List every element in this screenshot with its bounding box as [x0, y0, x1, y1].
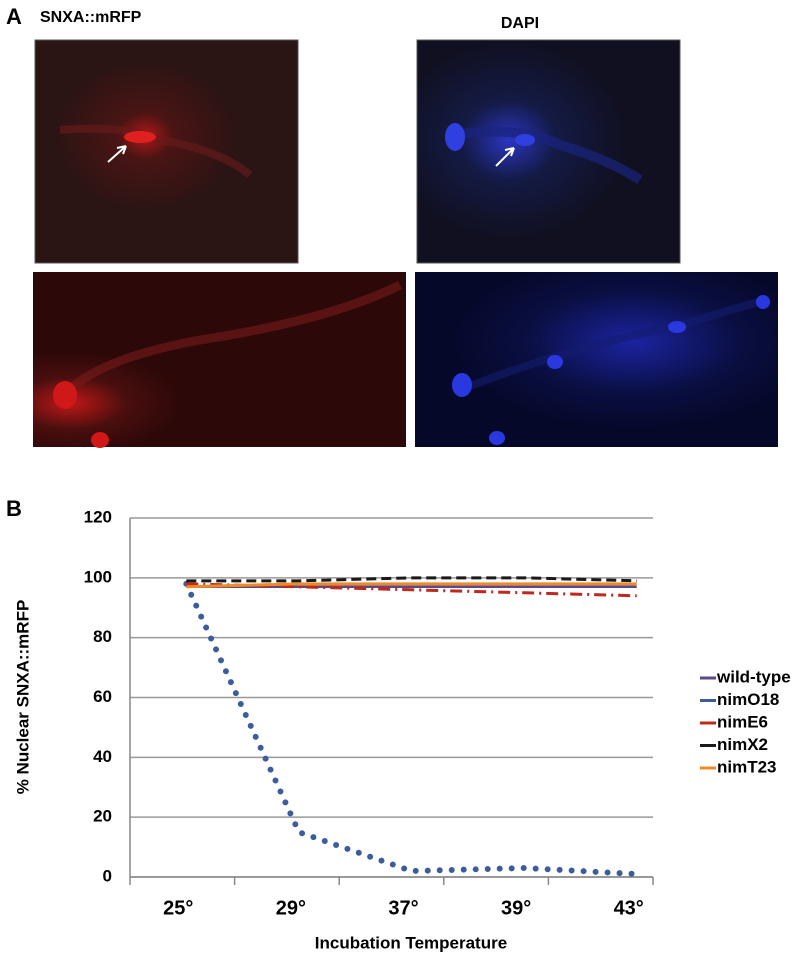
series-line — [186, 576, 637, 583]
legend-label: nimO18 — [717, 690, 779, 709]
hypha — [449, 126, 643, 185]
micrograph — [34, 39, 299, 264]
arrow — [107, 145, 127, 163]
x-tick-label: 25° — [163, 897, 193, 919]
x-tick-label: 43° — [614, 897, 644, 919]
x-axis-label: Incubation Temperature — [315, 933, 507, 952]
y-tick-label: 20 — [93, 807, 112, 826]
micrograph — [33, 272, 406, 447]
x-tick-label: 39° — [501, 897, 531, 919]
micrograph — [415, 272, 778, 447]
y-tick-label: 80 — [93, 627, 112, 646]
y-tick-label: 120 — [84, 507, 112, 526]
series-line — [186, 582, 637, 589]
nucleus — [445, 123, 465, 151]
nucleus — [91, 432, 109, 448]
legend-label: nimT23 — [717, 757, 777, 776]
hypha — [56, 280, 403, 403]
image-title: DAPI — [501, 15, 539, 32]
y-tick-label: 40 — [93, 747, 112, 766]
nucleus — [452, 373, 472, 397]
nucleus — [489, 431, 505, 445]
y-axis-label: % Nuclear SNXA::mRFP — [13, 600, 32, 795]
arrow — [495, 147, 515, 167]
legend-label: nimE6 — [717, 712, 768, 731]
panel-label: B — [6, 496, 22, 521]
series-line — [183, 580, 640, 878]
hypha — [458, 296, 767, 394]
legend-label: nimX2 — [717, 735, 768, 754]
x-tick-label: 29° — [276, 897, 306, 919]
hypha — [59, 124, 253, 179]
nucleus — [668, 321, 686, 333]
y-tick-label: 60 — [93, 687, 112, 706]
legend-label: wild-type — [716, 667, 791, 686]
nucleus — [53, 381, 77, 409]
y-tick-label: 0 — [103, 866, 112, 885]
x-tick-label: 37° — [388, 897, 418, 919]
nucleus — [756, 295, 770, 309]
micrograph — [416, 39, 681, 264]
y-tick-label: 100 — [84, 567, 112, 586]
panel-label: A — [6, 4, 22, 29]
nucleus — [547, 355, 563, 369]
nucleus — [515, 134, 535, 146]
image-title: SNXA::mRFP — [40, 9, 142, 26]
nucleus — [124, 131, 156, 143]
